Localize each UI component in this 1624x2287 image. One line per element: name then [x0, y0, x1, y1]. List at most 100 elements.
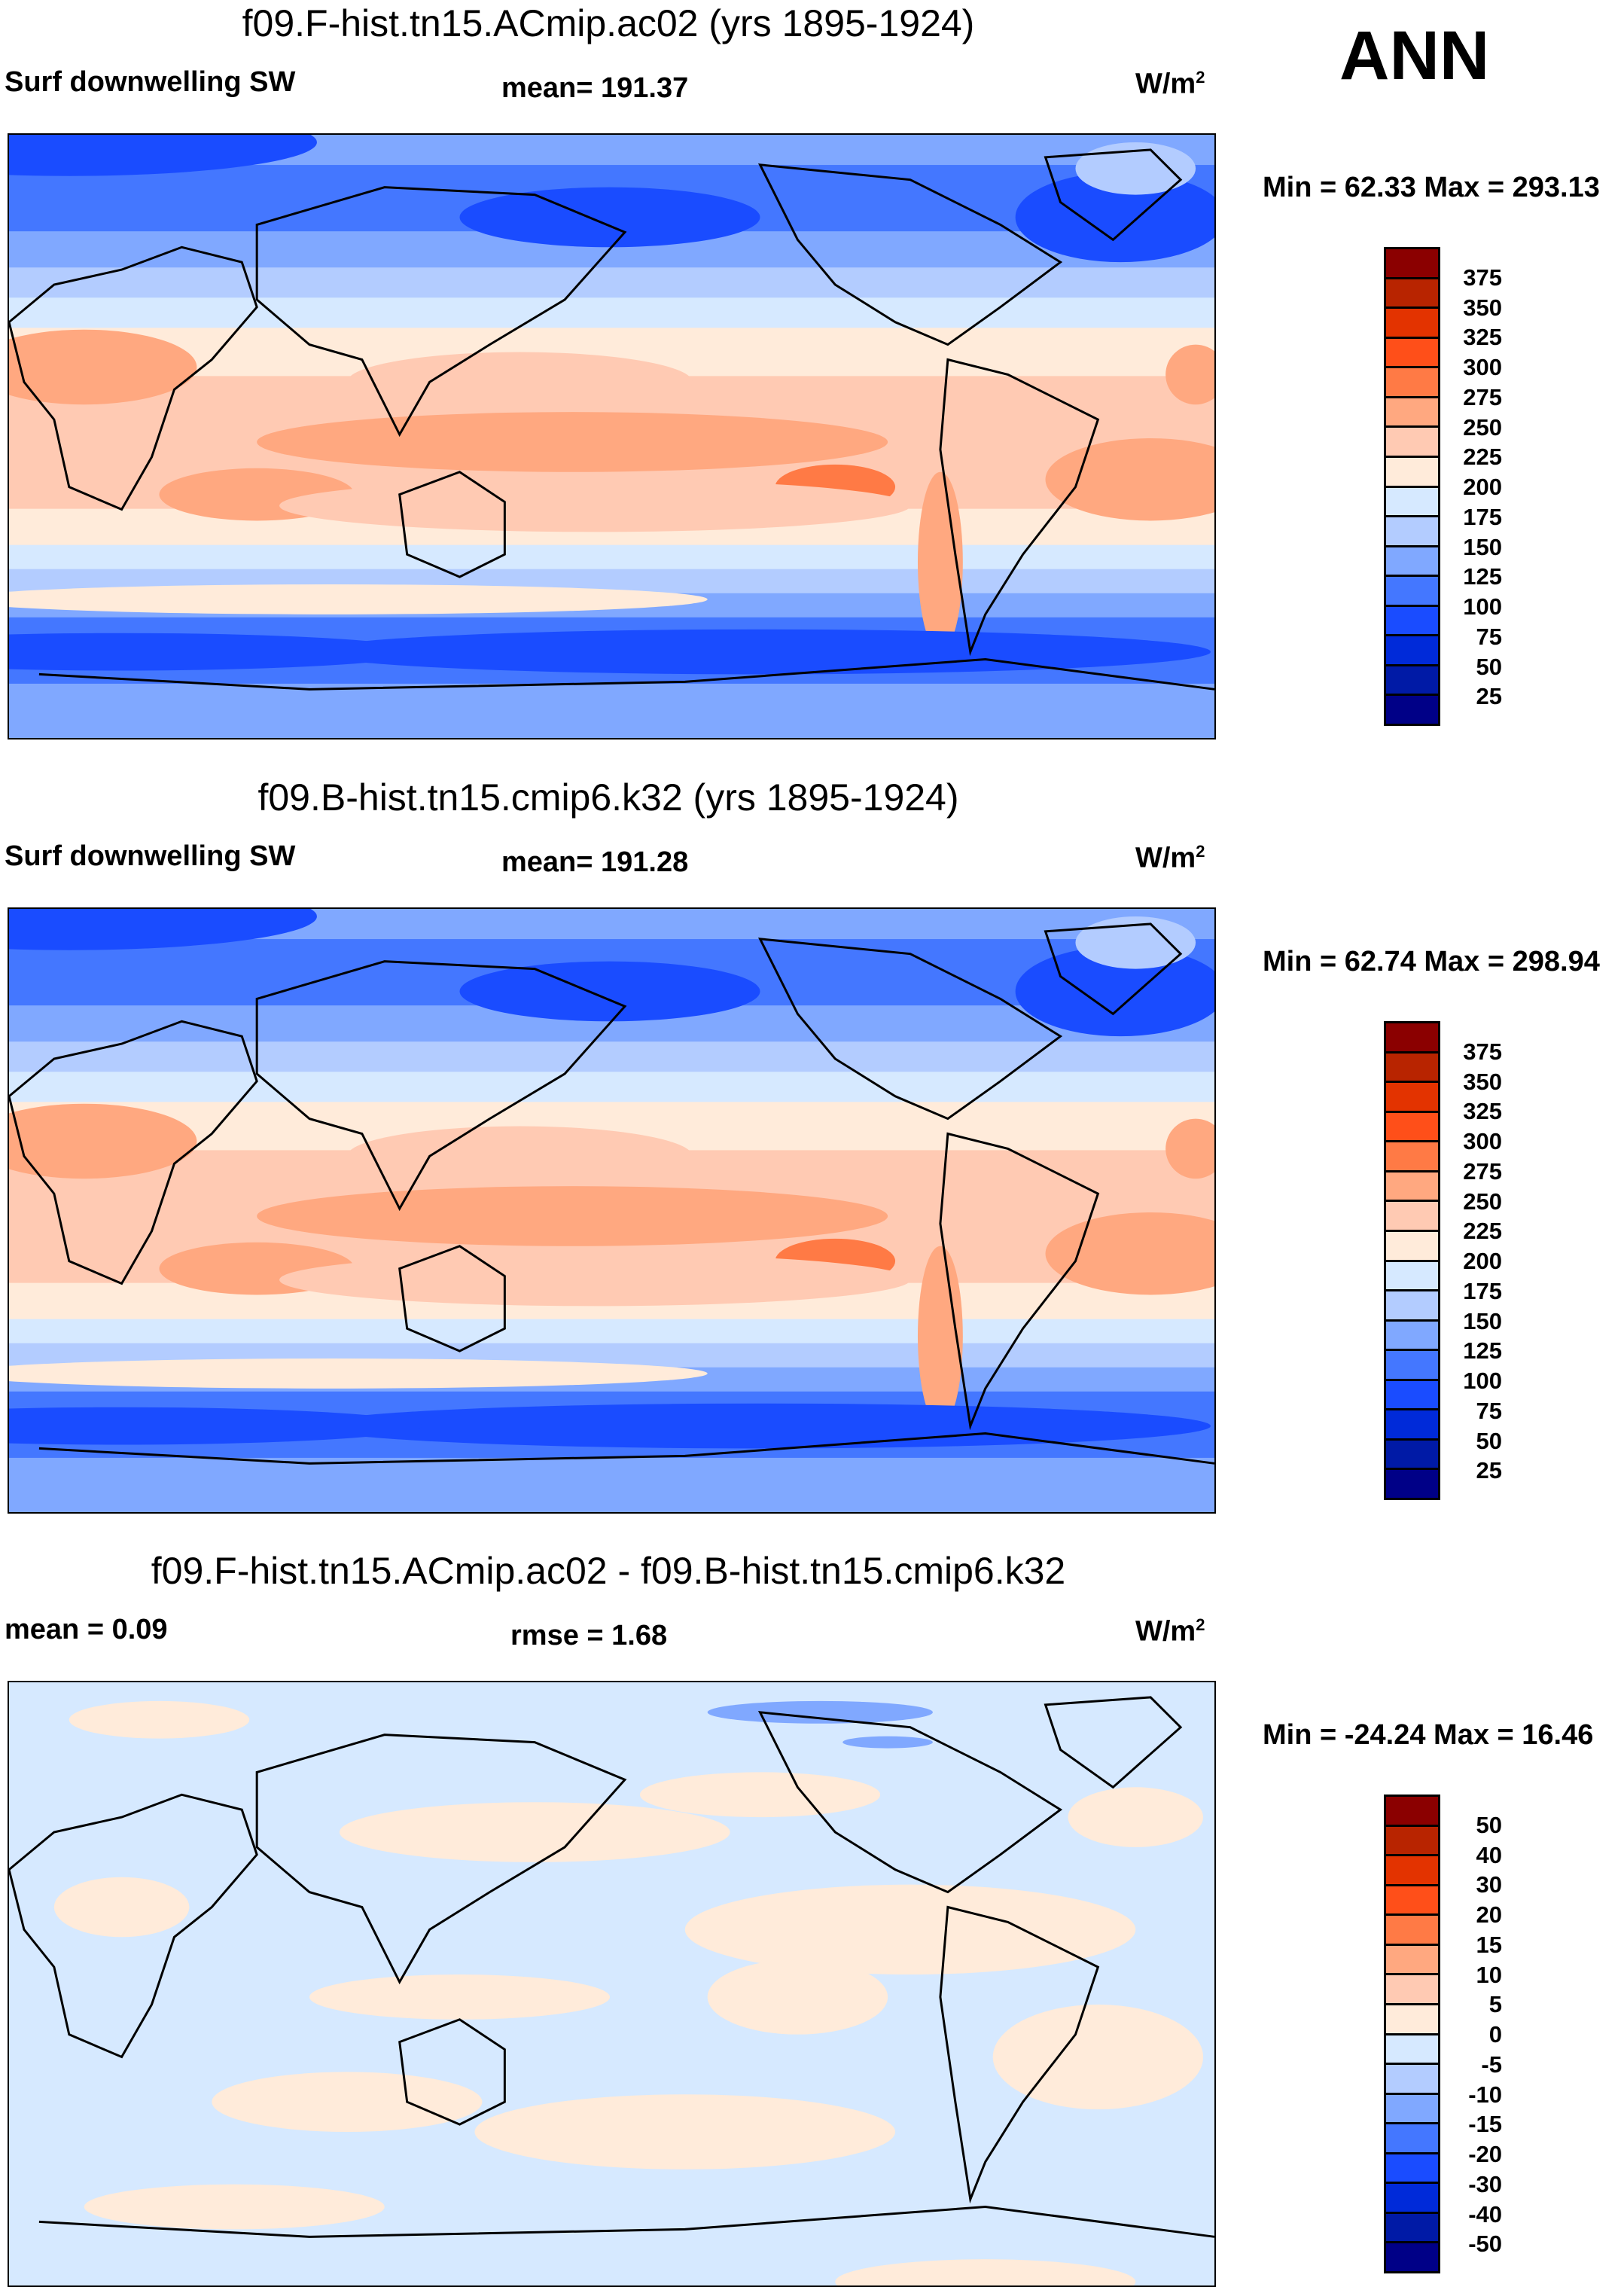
colorbar-swatch	[1386, 1202, 1438, 1232]
panel-units: W/m2	[1135, 68, 1205, 101]
contour-feature	[84, 2184, 385, 2230]
colorbar-swatch	[1386, 1231, 1438, 1262]
contour-feature	[53, 1877, 190, 1938]
colorbar-swatch	[1386, 547, 1438, 578]
colorbar-swatch	[1386, 398, 1438, 428]
contour-feature	[917, 1246, 963, 1426]
colorbar	[1384, 247, 1440, 726]
contour-feature	[459, 187, 760, 248]
colorbar-tick-label: 75	[1476, 1397, 1502, 1424]
map-panel	[8, 907, 1216, 1514]
contour-feature	[707, 1700, 933, 1724]
coastline	[939, 1132, 1100, 1431]
colorbar-tick-label: 100	[1463, 593, 1502, 620]
colorbar-tick-label: 100	[1463, 1368, 1502, 1394]
colorbar-swatch	[1386, 1470, 1438, 1498]
contour-feature	[257, 1186, 888, 1246]
colorbar-tick-label: 50	[1476, 653, 1502, 680]
units-sup: 2	[1196, 1615, 1205, 1634]
colorbar-tick-label: 225	[1463, 1218, 1502, 1245]
colorbar-swatch	[1386, 1083, 1438, 1113]
units-text: W/m	[1135, 842, 1196, 874]
contour-feature	[1165, 344, 1214, 405]
contour-band	[9, 297, 1214, 329]
coastline	[757, 1711, 1063, 1894]
contour-feature	[992, 2004, 1204, 2110]
colorbar-tick-label: 250	[1463, 413, 1502, 441]
colorbar-tick-label: 15	[1476, 1931, 1502, 1958]
contour-feature	[257, 412, 888, 472]
contour-feature	[9, 329, 197, 405]
colorbar-swatch	[1386, 606, 1438, 637]
contour-band	[9, 1072, 1214, 1103]
panel-stat-label: rmse = 1.68	[510, 1620, 668, 1651]
colorbar-swatch	[1386, 666, 1438, 697]
colorbar-tick-label: -40	[1468, 2200, 1502, 2228]
colorbar-swatch	[1386, 2243, 1438, 2271]
contour-feature	[9, 1103, 197, 1179]
coastline	[9, 1020, 258, 1285]
colorbar-swatch	[1386, 249, 1438, 279]
coastline	[1044, 922, 1183, 1016]
coastline	[9, 1793, 258, 2059]
colorbar-swatch	[1386, 1826, 1438, 1857]
coastline	[939, 358, 1100, 657]
contour-feature	[842, 1736, 933, 1749]
panel-title: f09.F-hist.tn15.ACmip.ac02 - f09.B-hist.…	[151, 1550, 1066, 1592]
colorbar-tick-label: 325	[1463, 324, 1502, 351]
contour-feature	[917, 471, 963, 652]
map-panel	[8, 133, 1216, 739]
coastline	[9, 245, 258, 511]
contour-band	[9, 1457, 1214, 1512]
colorbar-swatch	[1386, 2035, 1438, 2066]
colorbar-tick-label: 375	[1463, 1038, 1502, 1065]
colorbar-swatch	[1386, 1142, 1438, 1172]
colorbar-swatch	[1386, 1023, 1438, 1054]
coastline	[38, 2206, 1214, 2238]
contour-feature	[9, 1358, 708, 1389]
units-text: W/m	[1135, 1615, 1196, 1648]
colorbar-tick-label: 275	[1463, 1157, 1502, 1185]
colorbar-tick-label: 175	[1463, 1277, 1502, 1304]
colorbar-swatch	[1386, 1053, 1438, 1084]
contour-feature	[459, 961, 760, 1022]
colorbar-tick-label: 275	[1463, 383, 1502, 410]
coastline	[398, 471, 506, 578]
colorbar-tick-label: 225	[1463, 444, 1502, 471]
colorbar-swatch	[1386, 1440, 1438, 1471]
colorbar-tick-label: 25	[1476, 683, 1502, 710]
contour-feature	[279, 479, 911, 532]
colorbar-tick-label: 150	[1463, 1307, 1502, 1334]
colorbar-tick-label: 10	[1476, 1961, 1502, 1988]
coastline	[38, 1432, 1214, 1465]
colorbar-swatch	[1386, 279, 1438, 310]
contour-band	[9, 267, 1214, 299]
colorbar-swatch	[1386, 1886, 1438, 1917]
panel-variable-label: mean = 0.09	[5, 1614, 168, 1645]
colorbar-swatch	[1386, 309, 1438, 339]
coastline	[38, 658, 1214, 691]
contour-feature	[309, 1974, 611, 2020]
coastline	[757, 163, 1063, 346]
colorbar-tick-label: 350	[1463, 1068, 1502, 1095]
colorbar-swatch	[1386, 696, 1438, 724]
colorbar-swatch	[1386, 487, 1438, 518]
colorbar-swatch	[1386, 1797, 1438, 1827]
panel-title: f09.F-hist.tn15.ACmip.ac02 (yrs 1895-192…	[242, 2, 975, 44]
colorbar-swatch	[1386, 428, 1438, 458]
contour-feature	[279, 1253, 911, 1307]
contour-feature	[9, 584, 708, 614]
contour-feature	[69, 1700, 250, 1739]
units-sup: 2	[1196, 68, 1205, 87]
contour-feature	[9, 135, 317, 176]
contour-feature	[707, 1959, 888, 2035]
colorbar-tick-label: 325	[1463, 1098, 1502, 1125]
contour-feature	[684, 1884, 1136, 1975]
colorbar-swatch	[1386, 1916, 1438, 1946]
coastline	[398, 2018, 506, 2126]
colorbar-swatch	[1386, 1945, 1438, 1976]
contour-band	[9, 683, 1214, 738]
colorbar-tick-label: 150	[1463, 533, 1502, 560]
coastline	[1044, 1696, 1183, 1789]
contour-feature	[309, 629, 1211, 675]
